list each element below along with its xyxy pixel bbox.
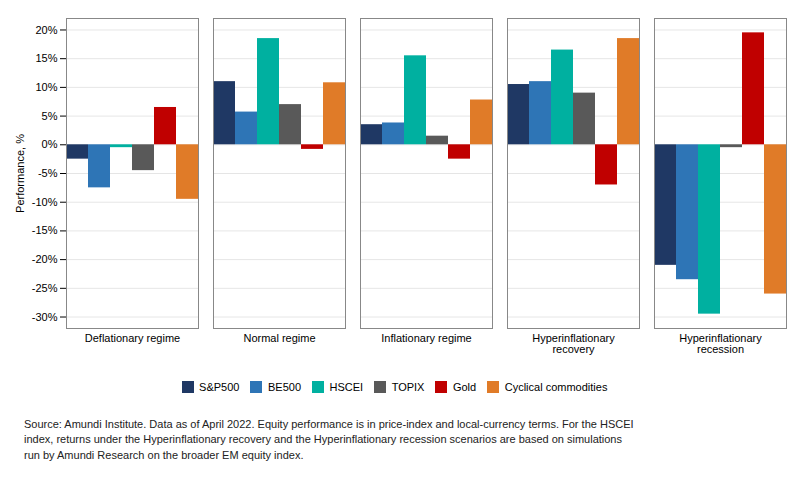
svg-text:-10%: -10% xyxy=(32,196,58,208)
svg-text:-5%: -5% xyxy=(38,167,58,179)
svg-text:Deflationary regime: Deflationary regime xyxy=(85,332,180,344)
svg-text:10%: 10% xyxy=(35,81,57,93)
svg-text:Inflationary regime: Inflationary regime xyxy=(381,332,472,344)
svg-text:-15%: -15% xyxy=(32,224,58,236)
html-text:S&P500: S&P500 xyxy=(199,380,240,393)
svg-text:-30%: -30% xyxy=(32,311,58,323)
svg-text:Hyperinflationaryrecession: Hyperinflationaryrecession xyxy=(679,332,762,355)
svg-text:20%: 20% xyxy=(35,24,57,36)
svg-text:15%: 15% xyxy=(35,52,57,64)
html-text:HSCEI: HSCEI xyxy=(329,380,364,393)
html-text:BE500: BE500 xyxy=(268,380,301,393)
svg-text:0%: 0% xyxy=(42,138,58,150)
html-text:Cyclical commodities: Cyclical commodities xyxy=(504,380,608,393)
svg-text:-25%: -25% xyxy=(32,282,58,294)
html-text:Source: Amundi Institute. Data: Source: Amundi Institute. Data as of Apr… xyxy=(24,417,634,462)
html-text:TOPIX: TOPIX xyxy=(391,380,425,393)
svg-text:Normal regime: Normal regime xyxy=(243,332,315,344)
svg-text:5%: 5% xyxy=(42,110,58,122)
svg-text:-20%: -20% xyxy=(32,253,58,265)
svg-text:Hyperinflationaryrecovery: Hyperinflationaryrecovery xyxy=(532,332,615,355)
html-text:Gold: Gold xyxy=(452,380,477,393)
svg-text:Performance, %: Performance, % xyxy=(14,134,26,213)
